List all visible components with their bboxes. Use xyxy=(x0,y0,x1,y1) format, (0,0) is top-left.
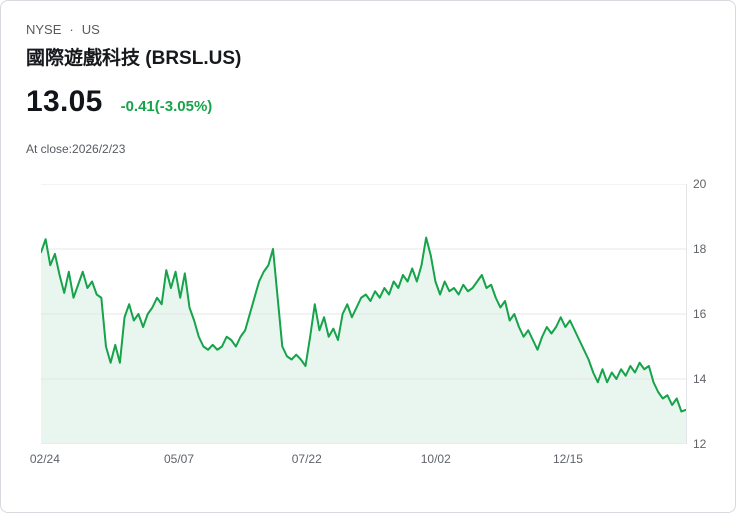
stock-title: 國際遊戲科技 (BRSL.US) xyxy=(26,48,242,69)
price-chart-canvas[interactable] xyxy=(41,184,686,444)
close-time-label: At close:2026/2/23 xyxy=(26,142,126,156)
price-change: -0.41(-3.05%) xyxy=(120,98,213,115)
y-axis-line xyxy=(686,184,687,444)
price-row: 13.05 -0.41(-3.05%) xyxy=(26,85,212,119)
x-tick-label: 07/22 xyxy=(291,452,322,466)
price-chart[interactable] xyxy=(41,184,686,444)
chart-area-fill xyxy=(41,237,686,444)
y-tick-label: 14 xyxy=(693,372,707,386)
separator-dot: · xyxy=(69,22,74,37)
y-tick-label: 20 xyxy=(693,177,707,191)
x-tick-label: 10/02 xyxy=(420,452,451,466)
chart-price-line xyxy=(41,236,686,413)
exchange-row: NYSE · US xyxy=(26,22,100,37)
x-tick-label: 02/24 xyxy=(29,452,60,466)
current-price: 13.05 xyxy=(26,85,103,118)
exchange-label: NYSE xyxy=(26,22,62,37)
y-tick-label: 12 xyxy=(693,437,707,451)
y-tick-label: 18 xyxy=(693,242,707,256)
x-tick-label: 05/07 xyxy=(164,452,195,466)
region-label: US xyxy=(81,22,100,37)
x-tick-label: 12/15 xyxy=(552,452,583,466)
y-tick-label: 16 xyxy=(693,307,707,321)
